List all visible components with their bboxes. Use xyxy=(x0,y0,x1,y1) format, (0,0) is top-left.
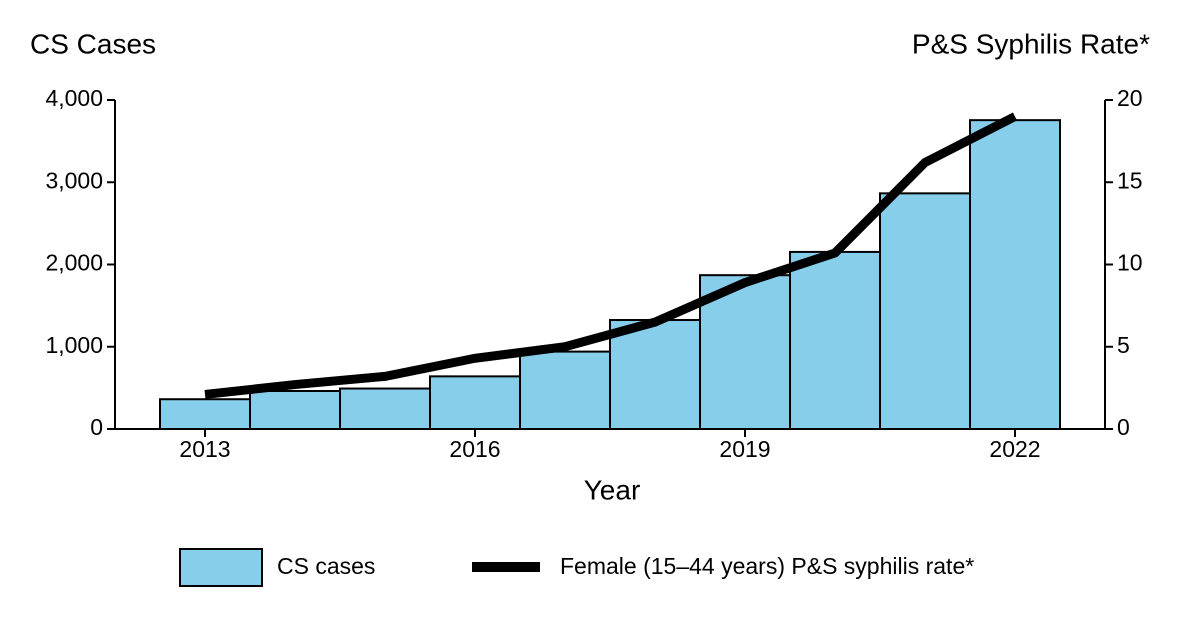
y-tick-label: 3,000 xyxy=(45,167,103,193)
y2-axis-title: P&S Syphilis Rate* xyxy=(912,28,1150,59)
x-tick-label: 2019 xyxy=(719,436,770,462)
y-tick-label: 1,000 xyxy=(45,332,103,358)
bar xyxy=(429,375,521,430)
bar xyxy=(879,192,971,430)
bar xyxy=(249,390,341,430)
x-tick-label: 2022 xyxy=(989,436,1040,462)
x-tick-label: 2013 xyxy=(179,436,230,462)
y-tick-label: 0 xyxy=(90,414,103,440)
y2-tick-label: 5 xyxy=(1117,332,1130,358)
legend-label: Female (15–44 years) P&S syphilis rate* xyxy=(560,553,974,579)
legend-swatch xyxy=(179,548,263,587)
x-tick-label: 2016 xyxy=(449,436,500,462)
bar xyxy=(519,350,611,430)
bar xyxy=(699,274,791,430)
y2-tick-label: 10 xyxy=(1117,250,1143,276)
x-axis-title: Year xyxy=(584,474,641,505)
y-tick-label: 2,000 xyxy=(45,250,103,276)
bar xyxy=(789,250,881,430)
bar xyxy=(159,398,251,430)
line xyxy=(204,112,1018,399)
bar xyxy=(339,387,431,430)
y2-tick-label: 0 xyxy=(1117,414,1130,440)
y2-tick-label: 20 xyxy=(1117,85,1143,111)
bar xyxy=(609,319,701,430)
y2-tick-label: 15 xyxy=(1117,167,1143,193)
bar xyxy=(969,119,1061,431)
y-tick-label: 4,000 xyxy=(45,85,103,111)
legend-label: CS cases xyxy=(277,553,375,579)
y-axis-title: CS Cases xyxy=(30,28,156,59)
